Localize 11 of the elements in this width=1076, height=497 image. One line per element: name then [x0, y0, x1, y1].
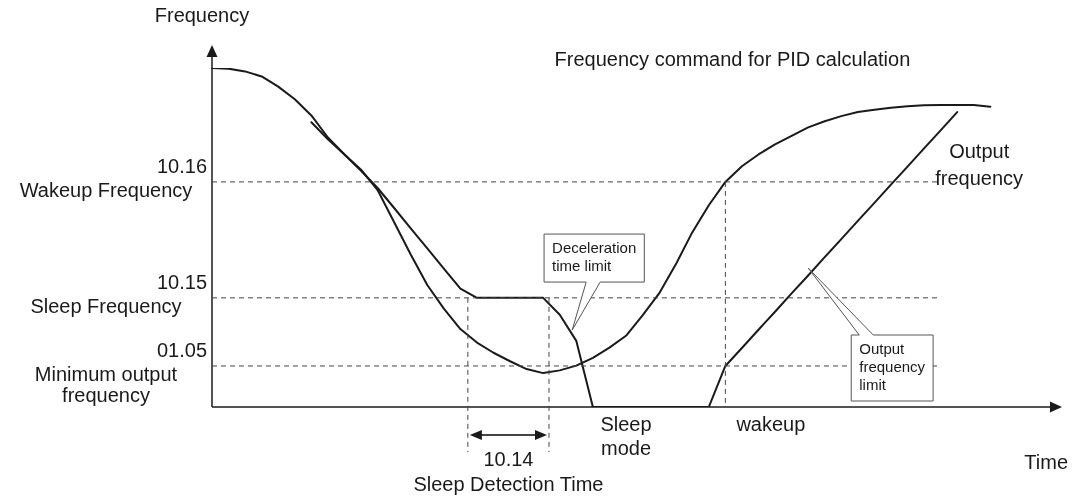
y-axis-title: Frequency — [154, 3, 250, 26]
text: wakeup — [735, 412, 806, 435]
ref-line-label: 01.05 Minimum output frequency — [34, 339, 208, 407]
ref-line-label: 10.16 Wakeup Frequency — [19, 155, 208, 202]
series-label: Frequency command for PID calculation — [554, 47, 911, 70]
annotation: Deceleration time limit — [552, 239, 637, 275]
x-axis-title: Time — [1024, 450, 1068, 473]
text: Sleep mode — [600, 412, 652, 459]
annotation: Output frequency limit — [859, 340, 926, 394]
series-label: Output frequency — [935, 139, 1024, 189]
ref-line-label: 10.15 Sleep Frequency — [30, 271, 208, 318]
